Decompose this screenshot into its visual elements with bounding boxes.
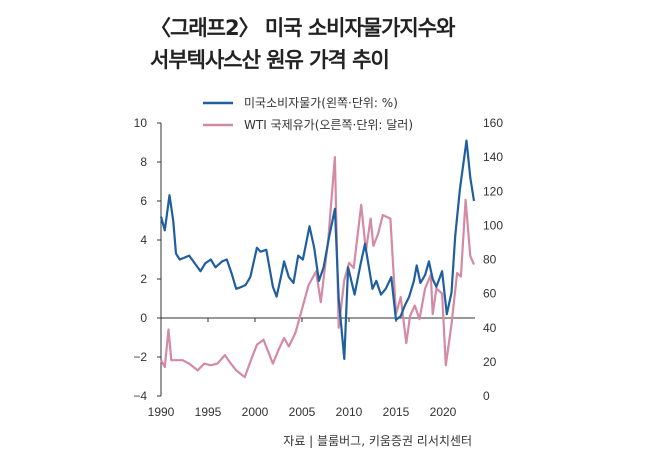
legend-label-1: WTI 국제유가(오른쪽·단위: 달러) [244, 118, 413, 132]
x-tick-label: 2015 [383, 405, 410, 419]
y-right-tick-label: 120 [483, 184, 503, 198]
y-left-tick-label: 8 [140, 155, 147, 169]
cpi-series-line [159, 139, 476, 360]
y-right-tick-label: 140 [483, 150, 503, 164]
chart-title-line2: 서부텍사스산 원유 가격 추이 [150, 48, 390, 72]
chart-title-line1: 〈그래프2〉 미국 소비자물가지수와 [150, 16, 455, 40]
legend-label-0: 미국소비자물가(왼쪽·단위: %) [244, 96, 398, 110]
x-tick-label: 1990 [148, 405, 175, 419]
y-right-tick-label: 60 [483, 287, 497, 301]
y-right-tick-label: 20 [483, 355, 497, 369]
y-left-tick-label: −2 [133, 350, 147, 364]
x-tick-label: 2020 [430, 405, 457, 419]
y-right-tick-label: 100 [483, 218, 503, 232]
source-note: 자료 | 블룸버그, 키움증권 리서치센터 [283, 434, 472, 448]
y-left-tick-label: 10 [134, 116, 148, 130]
y-right-tick-label: 0 [483, 389, 490, 403]
y-left-tick-label: 6 [140, 194, 147, 208]
x-tick-label: 2005 [289, 405, 316, 419]
y-left-tick-label: 2 [140, 272, 147, 286]
y-right-tick-label: 40 [483, 321, 497, 335]
y-right-tick-label: 80 [483, 253, 497, 267]
y-right-tick-label: 160 [483, 116, 503, 130]
x-tick-label: 2010 [336, 405, 363, 419]
x-tick-label: 1995 [195, 405, 222, 419]
x-tick-label: 2000 [242, 405, 269, 419]
y-left-tick-label: 4 [140, 233, 147, 247]
y-left-tick-label: 0 [140, 311, 147, 325]
y-left-tick-label: −4 [133, 389, 147, 403]
